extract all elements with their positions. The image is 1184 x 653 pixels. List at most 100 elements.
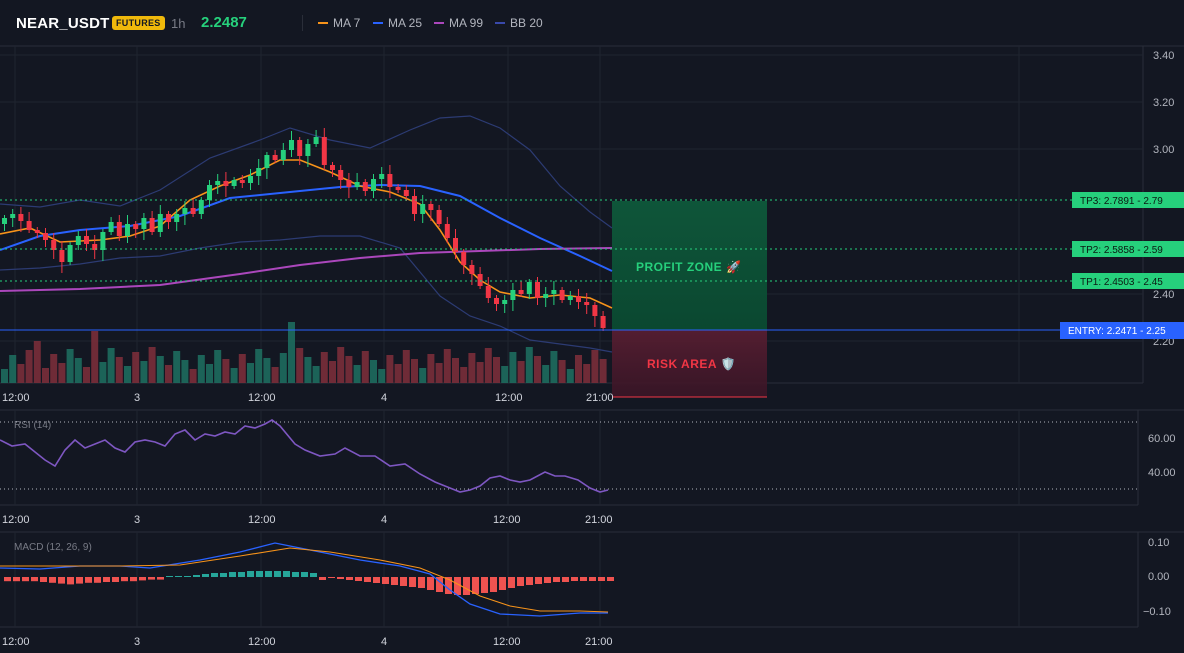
- tp1-tag[interactable]: [1072, 273, 1184, 289]
- candle-body: [231, 180, 237, 186]
- candle-body: [215, 181, 221, 185]
- candle-body: [338, 170, 344, 180]
- macd-histogram-bar: [355, 577, 362, 581]
- candle-body: [157, 214, 163, 232]
- macd-histogram-bar: [13, 577, 20, 582]
- legend-ma99-label: MA 99: [449, 16, 484, 30]
- entry-tag[interactable]: [1060, 322, 1184, 339]
- macd-histogram-bar: [346, 577, 353, 580]
- volume-bar: [378, 369, 386, 383]
- risk-zone[interactable]: [612, 330, 767, 397]
- header-divider: [302, 15, 303, 31]
- candle-body: [272, 155, 278, 160]
- macd-signal-line: [0, 547, 609, 613]
- volume-bar: [181, 360, 189, 383]
- timeframe-selector[interactable]: 1h: [171, 16, 186, 31]
- profit-zone[interactable]: [612, 201, 767, 330]
- volume-bar: [329, 361, 336, 383]
- legend-ma25-label: MA 25: [388, 16, 423, 30]
- volume-bar: [443, 349, 451, 383]
- macd-histogram-bar: [535, 577, 542, 584]
- candle-body: [174, 214, 180, 222]
- tp2-tag[interactable]: [1072, 241, 1184, 257]
- candle-body: [100, 232, 106, 250]
- macd-histogram-bar: [94, 577, 101, 583]
- macd-histogram-bar: [400, 577, 407, 586]
- macd-histogram-bar: [508, 577, 515, 588]
- market-badge: FUTURES: [112, 16, 165, 30]
- rsi-tick: 60.00: [1148, 433, 1176, 445]
- macd-histogram-bar: [49, 577, 56, 583]
- volume-bar: [566, 369, 574, 383]
- symbol-name[interactable]: NEAR_USDT: [16, 15, 110, 32]
- candle-body: [354, 182, 360, 187]
- candle-body: [84, 236, 89, 244]
- volume-bar: [165, 365, 172, 383]
- candle-body: [502, 300, 508, 304]
- ma99-line: [0, 247, 613, 292]
- volume-bar: [9, 355, 17, 383]
- macd-histogram-bar: [103, 577, 110, 582]
- macd-tick: 0.10: [1148, 537, 1169, 549]
- candle-body: [428, 204, 434, 210]
- candle-body: [256, 168, 262, 176]
- macd-histogram-bar: [571, 577, 578, 581]
- legend-ma99[interactable]: MA 99: [434, 16, 483, 30]
- macd-histogram-bar: [562, 577, 569, 582]
- volume-bar: [271, 367, 279, 383]
- macd-histogram-bar: [184, 576, 191, 577]
- legend-ma25[interactable]: MA 25: [373, 16, 422, 30]
- volume-bar: [17, 364, 25, 383]
- candle-body: [280, 150, 286, 160]
- volume-bar: [124, 366, 131, 383]
- volume-bar: [517, 361, 525, 383]
- macd-histogram-bar: [472, 577, 479, 594]
- volume-bar: [427, 354, 435, 383]
- volume-bar: [525, 347, 533, 383]
- time-label: 12:00: [2, 514, 30, 526]
- volume-bar: [575, 355, 582, 383]
- time-label: 12:00: [248, 392, 276, 404]
- macd-histogram-bar: [598, 577, 605, 581]
- legend-bb20[interactable]: BB 20: [495, 16, 543, 30]
- macd-histogram-bar: [58, 577, 65, 584]
- macd-histogram-bar: [175, 576, 182, 577]
- time-label: 21:00: [585, 514, 613, 526]
- volume-bar: [50, 354, 58, 383]
- macd-histogram-bar: [382, 577, 389, 584]
- candle-body: [535, 282, 540, 298]
- volume-bar: [452, 358, 459, 383]
- volume-bar: [83, 367, 90, 383]
- macd-histogram-bar: [247, 571, 254, 577]
- time-label: 12:00: [495, 392, 523, 404]
- volume-bar: [484, 348, 492, 383]
- chart-header: NEAR_USDT FUTURES 1h 2.2487 MA 7 MA 25 M…: [0, 0, 1184, 46]
- bb-upper-line: [0, 115, 613, 229]
- volume-bar: [353, 365, 361, 383]
- tp3-tag[interactable]: [1072, 192, 1184, 208]
- volume-bar: [460, 367, 468, 383]
- candle-body: [34, 230, 40, 233]
- macd-histogram-bar: [283, 571, 290, 577]
- candle-body: [51, 240, 57, 250]
- bb-lower-line: [0, 235, 613, 353]
- tp1-tag-label: TP1: 2.4503 - 2.45: [1080, 277, 1163, 288]
- tp2-tag-label: TP2: 2.5858 - 2.59: [1080, 245, 1163, 256]
- candle-body: [313, 137, 319, 144]
- volume-bar: [74, 358, 82, 383]
- candlesticks[interactable]: [2, 128, 606, 331]
- time-label: 12:00: [248, 514, 276, 526]
- price-tick: 3.40: [1153, 50, 1174, 62]
- macd-histogram-bar: [337, 577, 344, 579]
- legend-ma7[interactable]: MA 7: [318, 16, 360, 30]
- macd-title: MACD (12, 26, 9): [14, 542, 92, 553]
- macd-histogram-bar: [292, 572, 299, 577]
- volume-bar: [542, 365, 550, 383]
- entry-tag-label: ENTRY: 2.2471 - 2.25: [1068, 326, 1166, 337]
- price-tick: 2.40: [1153, 289, 1174, 301]
- candle-body: [125, 224, 130, 236]
- macd-histogram-bar: [553, 577, 560, 582]
- candle-body: [149, 218, 155, 232]
- volume-bar: [419, 368, 427, 383]
